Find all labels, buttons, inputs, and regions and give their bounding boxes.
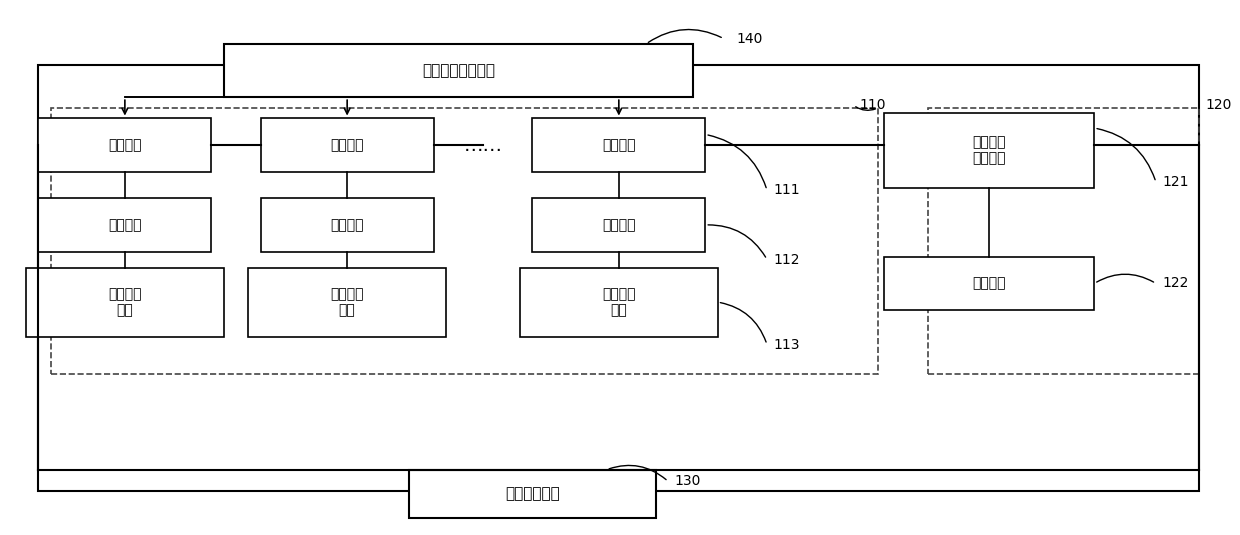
Text: 吸能限压
模块: 吸能限压 模块 xyxy=(330,287,363,317)
Text: 112: 112 xyxy=(774,253,800,266)
Text: 均压模块: 均压模块 xyxy=(603,218,636,232)
Text: 电容缓冲单元: 电容缓冲单元 xyxy=(505,486,559,501)
FancyBboxPatch shape xyxy=(884,113,1094,188)
Text: 122: 122 xyxy=(1162,277,1189,291)
FancyBboxPatch shape xyxy=(223,44,693,97)
Text: 110: 110 xyxy=(859,98,887,112)
FancyBboxPatch shape xyxy=(532,198,706,251)
FancyBboxPatch shape xyxy=(260,198,434,251)
Text: 机械开关: 机械开关 xyxy=(330,138,363,152)
Text: 机械开关: 机械开关 xyxy=(108,138,141,152)
FancyBboxPatch shape xyxy=(38,118,211,172)
FancyBboxPatch shape xyxy=(532,118,706,172)
Text: 140: 140 xyxy=(737,32,763,45)
FancyBboxPatch shape xyxy=(38,65,1199,491)
FancyBboxPatch shape xyxy=(260,118,434,172)
Text: 吸能限压
模块: 吸能限压 模块 xyxy=(108,287,141,317)
FancyBboxPatch shape xyxy=(38,198,211,251)
Text: 130: 130 xyxy=(675,475,701,488)
Text: 均压模块: 均压模块 xyxy=(108,218,141,232)
Text: 机械开关供能单元: 机械开关供能单元 xyxy=(422,63,495,78)
FancyBboxPatch shape xyxy=(884,257,1094,310)
FancyBboxPatch shape xyxy=(26,268,223,337)
FancyBboxPatch shape xyxy=(248,268,446,337)
Text: 机械开关: 机械开关 xyxy=(603,138,636,152)
Text: 吸能限压
模块: 吸能限压 模块 xyxy=(603,287,636,317)
Text: 121: 121 xyxy=(1162,175,1189,189)
Text: 120: 120 xyxy=(1205,98,1231,112)
FancyBboxPatch shape xyxy=(520,268,718,337)
Text: ……: …… xyxy=(464,135,502,155)
Text: 111: 111 xyxy=(774,184,800,197)
FancyBboxPatch shape xyxy=(409,470,656,518)
Text: 均压模块: 均压模块 xyxy=(330,218,363,232)
Text: 电力电子
开关模块: 电力电子 开关模块 xyxy=(972,135,1006,165)
Text: 限压模块: 限压模块 xyxy=(972,277,1006,291)
Text: 113: 113 xyxy=(774,338,800,351)
